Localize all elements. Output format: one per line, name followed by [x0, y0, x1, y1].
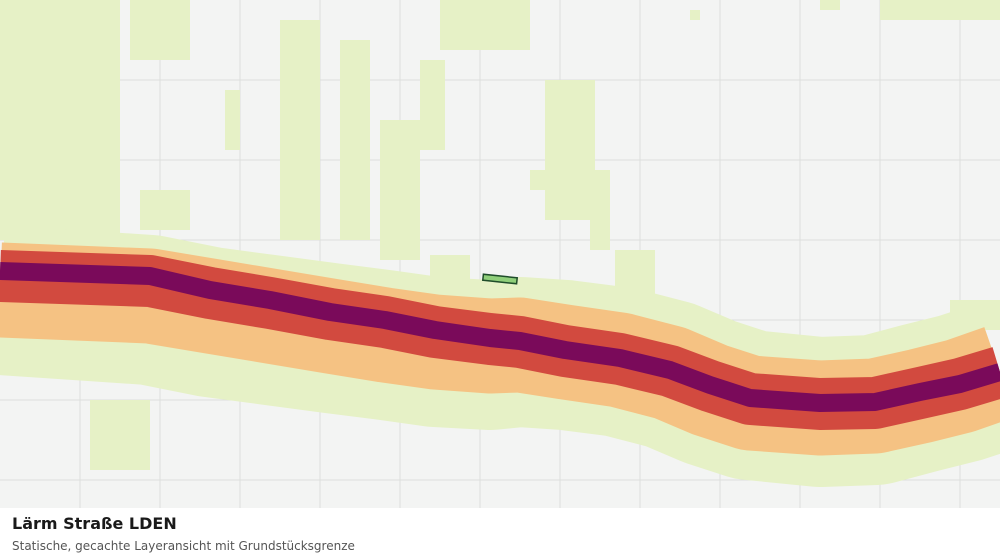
noise-bands [0, 225, 1000, 487]
map-title: Lärm Straße LDEN [12, 514, 177, 533]
map-subtitle: Statische, gecachte Layeransicht mit Gru… [12, 539, 355, 553]
noise-low-patches [0, 0, 1000, 470]
caption: Lärm Straße LDEN Statische, gecachte Lay… [12, 512, 355, 553]
noise-map [0, 0, 1000, 508]
parcel-boundary [481, 273, 519, 285]
